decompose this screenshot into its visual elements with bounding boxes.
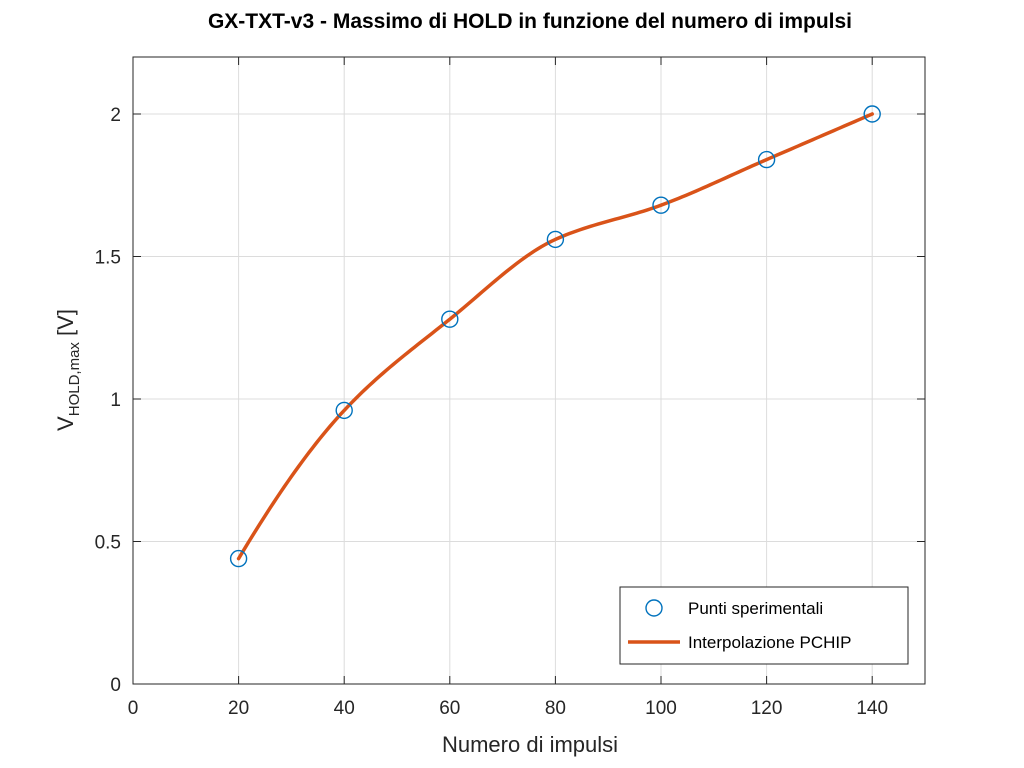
- data-point-marker: [335, 401, 353, 420]
- y-axis-label: VHOLD,max [V]: [53, 309, 83, 431]
- legend-label-interpolazione-pchip: Interpolazione PCHIP: [688, 633, 851, 652]
- legend-marker-punti-sperimentali: [645, 599, 663, 617]
- chart-title: GX-TXT-v3 - Massimo di HOLD in funzione …: [208, 10, 852, 33]
- tick-labels: 0 20 40 60 80 100 120 140 0 0.5 1 1.5 2: [95, 105, 888, 719]
- x-tick-label: 100: [645, 698, 677, 719]
- y-tick-label: 0.5: [95, 533, 121, 554]
- plot-area-frame: [132, 56, 926, 685]
- y-tick-label: 2: [110, 105, 121, 126]
- legend-box: [619, 586, 909, 665]
- data-point-marker: [863, 105, 881, 123]
- y-axis-label-suffix: [V]: [53, 309, 78, 342]
- x-axis-label: Numero di impulsi: [442, 732, 618, 757]
- series-markers-punti-sperimentali: [229, 105, 881, 568]
- y-tick-label: 1.5: [95, 248, 121, 269]
- data-point-marker: [757, 150, 776, 169]
- x-tick-label: 80: [545, 698, 566, 719]
- y-tick-label: 1: [110, 390, 121, 411]
- x-tick-label: 140: [856, 698, 888, 719]
- legend: Punti sperimentali Interpolazione PCHIP: [619, 586, 909, 665]
- y-axis-label-subscript: HOLD,max: [66, 342, 83, 417]
- x-tick-label: 0: [128, 698, 139, 719]
- y-tick-label: 0: [110, 675, 121, 696]
- data-point-marker: [441, 310, 459, 328]
- data-point-marker: [229, 549, 248, 568]
- x-tick-label: 120: [751, 698, 783, 719]
- y-axis-label-main: V: [53, 416, 78, 431]
- legend-label-punti-sperimentali: Punti sperimentali: [688, 599, 823, 618]
- x-tick-label: 40: [334, 698, 355, 719]
- x-tick-label: 20: [228, 698, 249, 719]
- x-tick-label: 60: [439, 698, 460, 719]
- series-line-interpolazione-pchip: [236, 112, 874, 561]
- data-point-marker: [546, 230, 565, 249]
- data-point-marker: [652, 196, 670, 214]
- axis-ticks: [132, 57, 925, 685]
